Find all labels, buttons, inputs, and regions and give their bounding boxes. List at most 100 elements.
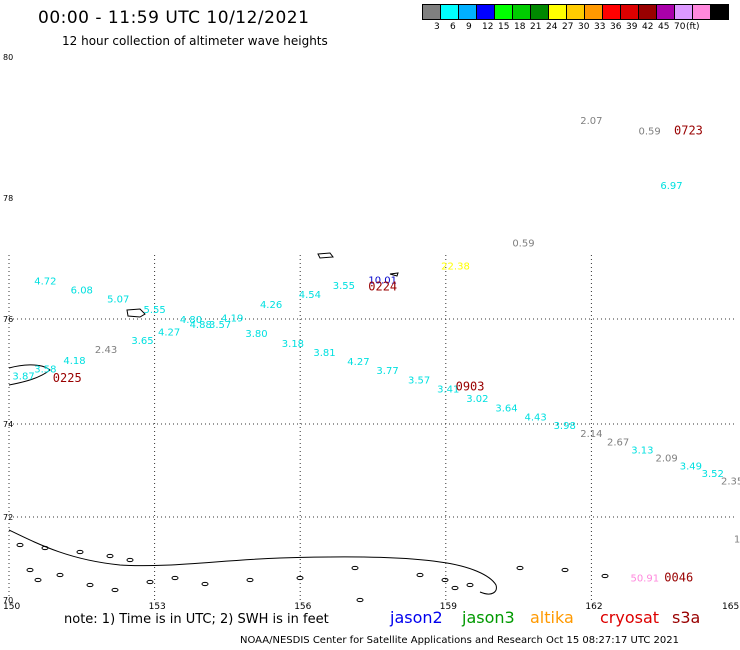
wave-height-value: 4.26: [260, 300, 282, 311]
wave-height-value: 5.55: [143, 305, 165, 316]
satellite-jason3: jason3: [462, 608, 515, 627]
wave-height-value: 3.02: [466, 394, 488, 405]
islet-coast: [146, 579, 154, 585]
legend-label: 70: [674, 22, 686, 32]
latitude-label: 72: [3, 513, 13, 522]
wave-height-value: 3.58: [34, 365, 56, 376]
legend-label: 27: [562, 22, 574, 32]
longitude-label: 153: [149, 602, 166, 612]
islet-coast: [356, 597, 364, 603]
legend-label: 42: [642, 22, 654, 32]
satellite-cryosat: cryosat: [600, 608, 660, 627]
wave-height-value: 4.80: [180, 315, 202, 326]
islet-coast: [41, 545, 49, 551]
satellite-jason2: jason2: [390, 608, 443, 627]
wave-height-value: 22.38: [441, 261, 470, 272]
legend-label: 15: [498, 22, 510, 32]
credit-line: NOAA/NESDIS Center for Satellite Applica…: [240, 635, 679, 646]
wave-height-value: 4.43: [524, 412, 546, 423]
wave-height-value: 3.87: [12, 371, 34, 382]
islet-coast: [34, 577, 42, 583]
longitude-label: 159: [440, 602, 457, 612]
wave-height-values: 4.72 6.08 5.07 5.55 4.80 4.19 4.26 4.54 3.55 4.27…: [12, 116, 740, 585]
wave-height-value: 1: [734, 535, 740, 546]
longitude-label: 150: [3, 602, 20, 612]
wave-height-value: 3.57: [408, 376, 430, 387]
longitude-label: 165: [722, 602, 739, 612]
legend-label: 39: [626, 22, 638, 32]
wave-height-value: 10.01: [368, 275, 397, 286]
wave-height-value: 0.59: [512, 238, 534, 249]
wave-height-value: 3.41: [437, 385, 459, 396]
islet-coast: [561, 567, 569, 573]
islet-coast: [601, 573, 609, 579]
islet-coast: [76, 549, 84, 555]
latitude-label: 70: [3, 596, 13, 605]
wave-height-value: 2.67: [607, 437, 629, 448]
wave-height-value: 4.19: [221, 314, 243, 325]
coastline: [8, 252, 609, 603]
islet-coast: [106, 553, 114, 559]
islet-coast: [126, 557, 134, 563]
wave-height-value: 3.65: [131, 336, 153, 347]
islet-coast: [246, 577, 254, 583]
satellite-altika: altika: [530, 608, 574, 627]
wave-height-value: 3.80: [245, 329, 267, 340]
legend-label: (ft): [686, 22, 700, 32]
latitude-label: 78: [3, 194, 13, 203]
latitude-label: 80: [3, 53, 13, 62]
footer-note: note: 1) Time is in UTC; 2) SWH is in fe…: [64, 612, 329, 627]
island-coast: [389, 272, 399, 277]
legend-swatch: [710, 4, 729, 20]
legend-label: 30: [578, 22, 590, 32]
wave-height-value: 3.55: [333, 281, 355, 292]
legend-label: 3: [434, 22, 440, 32]
islet-coast: [296, 575, 304, 581]
islet-coast: [16, 542, 24, 548]
longitude-label: 162: [585, 602, 602, 612]
legend-label: 24: [546, 22, 558, 32]
wave-height-value: 2.43: [95, 345, 117, 356]
wave-height-value: 6.97: [660, 181, 682, 192]
islet-coast: [111, 587, 119, 593]
wave-height-value: 3.81: [313, 348, 335, 359]
pass-time-label: 0046: [664, 570, 693, 584]
legend-label: 18: [514, 22, 526, 32]
wave-height-value: 2.07: [580, 116, 602, 127]
wave-height-value: 4.88: [190, 320, 212, 331]
wave-height-value: 4.72: [34, 277, 56, 288]
latitude-label: 74: [3, 420, 13, 429]
pass-time-label: 0225: [53, 371, 82, 385]
wave-height-value: 3.49: [680, 462, 702, 473]
island-coast: [126, 308, 146, 318]
islet-coast: [201, 581, 209, 587]
wave-height-value: 4.54: [299, 290, 321, 301]
wave-height-value: 0.59: [639, 127, 661, 138]
mainland-coast: [8, 529, 497, 595]
pass-time-label: 0224: [368, 280, 397, 294]
wave-height-value: 2.09: [655, 454, 677, 465]
islet-coast: [171, 575, 179, 581]
wave-height-value: 4.18: [63, 356, 85, 367]
legend-label: 36: [610, 22, 622, 32]
legend-label: 12: [482, 22, 494, 32]
wave-height-value: 2.35: [721, 476, 740, 487]
wave-height-value: 50.91: [630, 574, 659, 585]
wave-height-value: 3.98: [554, 421, 576, 432]
wave-height-value: 3.57: [209, 320, 231, 331]
islet-coast: [86, 582, 94, 588]
wave-height-value: 4.27: [158, 327, 180, 338]
wave-height-value: 3.77: [376, 366, 398, 377]
pass-time-labels: 0225 0224 0903 0723 0046: [53, 124, 703, 585]
pass-time-label: 0903: [456, 379, 485, 393]
wave-height-value: 3.64: [495, 403, 517, 414]
island-coast: [8, 364, 51, 386]
latitude-label: 76: [3, 315, 13, 324]
legend-label: 6: [450, 22, 456, 32]
legend-label: 33: [594, 22, 606, 32]
islet-coast: [466, 582, 474, 588]
islet-coast: [26, 567, 34, 573]
wave-height-value: 5.07: [107, 295, 129, 306]
